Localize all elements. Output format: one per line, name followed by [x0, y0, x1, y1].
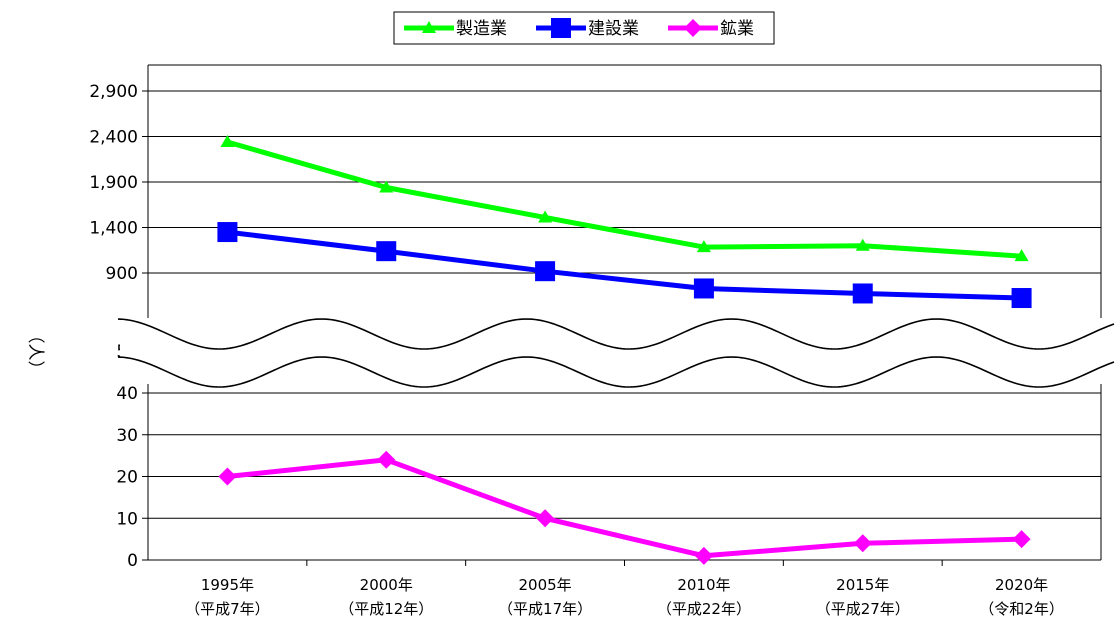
data-point: [217, 222, 238, 243]
data-point: [855, 238, 870, 251]
series-line: [227, 457, 1022, 559]
data-point: [696, 240, 711, 253]
data-point: [1012, 530, 1031, 549]
data-point: [376, 241, 397, 262]
y-tick-label: 2,900: [89, 82, 138, 102]
y-tick-label: 30: [116, 426, 138, 446]
legend-label: 製造業: [456, 19, 507, 39]
data-point: [218, 467, 237, 486]
x-tick-sublabel: （平成7年）: [185, 600, 270, 618]
x-tick-sublabel: （平成27年）: [816, 600, 910, 618]
data-point: [1014, 249, 1029, 262]
series-1: [217, 222, 1032, 309]
axis-break-wave: [117, 356, 1115, 388]
legend-label: 鉱業: [720, 19, 754, 39]
x-tick-label: 2000年: [360, 576, 413, 594]
legend-entry: 鉱業: [668, 19, 754, 39]
data-point: [853, 534, 872, 553]
y-axis-label: （人）: [25, 327, 45, 378]
legend-entry: 建設業: [536, 18, 639, 39]
y-tick-label: 40: [116, 384, 138, 404]
legend-label: 建設業: [588, 19, 639, 39]
legend-swatch-marker: [422, 21, 436, 33]
data-point: [379, 180, 394, 193]
data-point: [538, 210, 553, 223]
data-point: [694, 546, 713, 565]
axis-break-band: [120, 322, 1115, 384]
legend-entry: 製造業: [404, 19, 507, 39]
series-line: [227, 229, 1022, 301]
x-tick-sublabel: （平成12年）: [339, 600, 433, 618]
series-line: [226, 139, 1022, 259]
series-0: [220, 134, 1029, 262]
legend-swatch-marker: [684, 19, 702, 37]
data-point: [535, 261, 556, 282]
y-tick-label: 10: [116, 509, 138, 529]
y-tick-label: 20: [116, 468, 138, 488]
y-tick-label: 1,900: [89, 173, 138, 193]
legend: 製造業 建設業 鉱業: [393, 11, 775, 45]
y-tick-label: 0: [127, 551, 138, 571]
axis-break-wave: [117, 318, 1115, 350]
x-tick-sublabel: （平成22年）: [657, 600, 751, 618]
x-tick-label: 2015年: [836, 576, 889, 594]
y-tick-label: 2,400: [89, 128, 138, 148]
series-2: [218, 450, 1031, 565]
data-point: [852, 283, 873, 304]
x-tick-label: 2005年: [518, 576, 571, 594]
data-point: [377, 450, 396, 469]
data-point: [1011, 288, 1032, 309]
data-point: [693, 278, 714, 299]
x-tick-label: 1995年: [201, 576, 254, 594]
y-tick-label: 900: [106, 264, 138, 284]
x-tick-sublabel: （平成17年）: [498, 600, 592, 618]
legend-swatch-marker: [551, 18, 571, 38]
x-tick-sublabel: （令和2年）: [979, 600, 1064, 618]
x-tick-label: 2010年: [677, 576, 730, 594]
data-point: [536, 509, 555, 528]
data-point: [220, 134, 235, 147]
x-tick-label: 2020年: [995, 576, 1048, 594]
y-tick-label: 1,400: [89, 219, 138, 239]
